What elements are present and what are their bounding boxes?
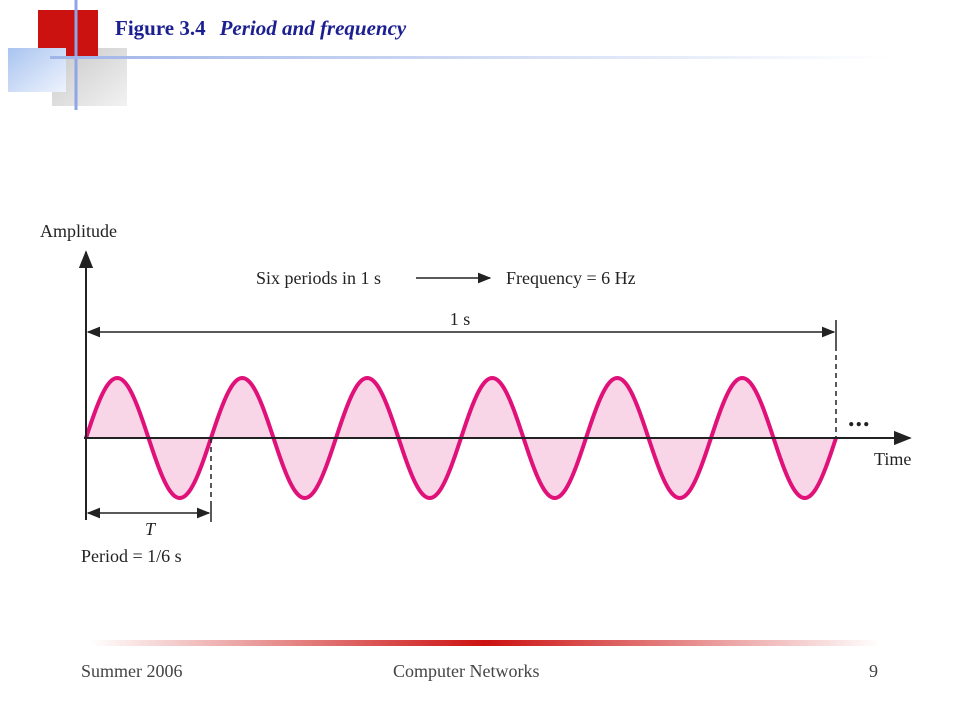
corner-blue-block	[8, 48, 66, 92]
title-underline	[50, 56, 890, 59]
footer-band	[90, 640, 880, 646]
cycles-label: Six periods in 1 s	[256, 268, 381, 288]
x-axis-label: Time	[874, 449, 911, 469]
frequency-label: Frequency = 6 Hz	[506, 268, 636, 288]
figure-title: Period and frequency	[219, 16, 407, 40]
continuation-dots: ...	[848, 403, 871, 432]
footer-term: Summer 2006	[81, 661, 183, 681]
period-symbol: T	[145, 519, 157, 539]
figure-number: Figure 3.4	[115, 16, 206, 40]
footer-course: Computer Networks	[393, 661, 540, 681]
slide-title: Figure 3.4 Period and frequency	[115, 16, 406, 41]
footer-page-number: 9	[869, 661, 878, 681]
y-axis-label: Amplitude	[40, 221, 117, 241]
period-label: Period = 1/6 s	[81, 546, 182, 566]
duration-label: 1 s	[450, 309, 471, 329]
